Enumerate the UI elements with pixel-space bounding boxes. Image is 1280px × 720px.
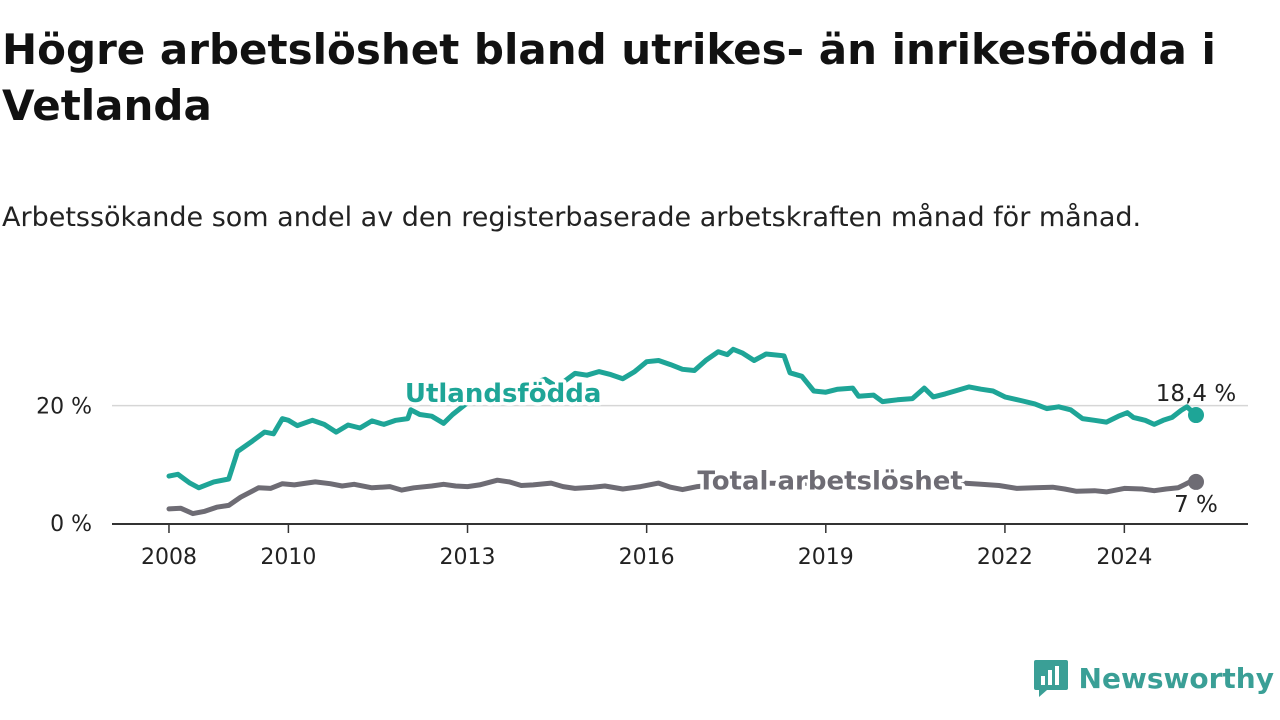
series-label-utlandsfodda: Utlandsfödda (405, 379, 602, 409)
x-tick-label: 2019 (798, 545, 854, 570)
chart-title: Högre arbetslöshet bland utrikes- än inr… (2, 25, 1216, 130)
x-tick-label: 2016 (619, 545, 675, 570)
end-point-utlandsfodda (1188, 407, 1204, 424)
series-line-total (166, 477, 1199, 517)
x-tick-label: 2010 (260, 545, 316, 570)
series-lines (166, 346, 1204, 517)
axes: 2008 2010 2013 2016 2019 2022 2024 0 % 20 % (36, 395, 1248, 570)
end-label-total: 7 % (1174, 492, 1218, 518)
y-tick-label: 0 % (50, 512, 92, 537)
x-tick-label: 2008 (141, 545, 197, 570)
x-tick-label: 2013 (440, 545, 496, 570)
newsworthy-logo-icon (1033, 660, 1068, 697)
series-label-total: Total arbetslöshet (697, 467, 962, 497)
series-labels: 18,4 % 7 % Utlandsfödda Total arbetslöshet (401, 376, 1236, 518)
series-line-utlandsfodda (166, 346, 1199, 491)
y-tick-label: 20 % (36, 395, 92, 420)
x-tick-label: 2024 (1096, 545, 1152, 570)
newsworthy-logo-text: Newsworthy (1078, 661, 1274, 695)
x-tick-label: 2022 (977, 545, 1033, 570)
end-point-total (1188, 473, 1204, 490)
chart-subtitle: Arbetssökande som andel av den registerb… (2, 202, 1142, 233)
newsworthy-logo: Newsworthy (1033, 658, 1274, 698)
end-label-utlandsfodda: 18,4 % (1156, 381, 1236, 407)
